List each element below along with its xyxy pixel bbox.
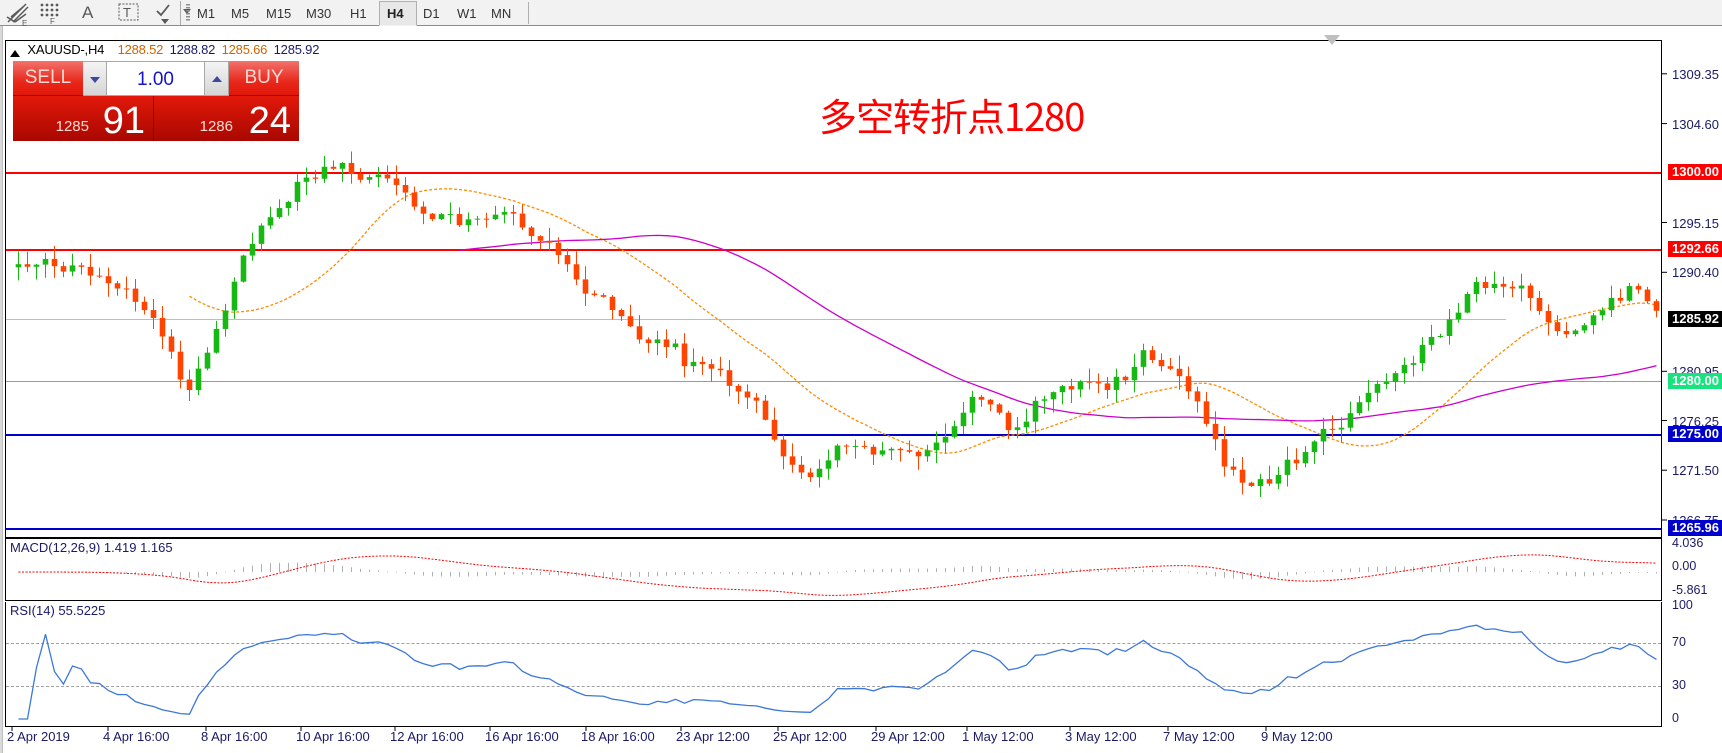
svg-text:T: T (123, 5, 131, 20)
svg-text:E: E (22, 19, 27, 28)
svg-text:F: F (50, 17, 55, 25)
